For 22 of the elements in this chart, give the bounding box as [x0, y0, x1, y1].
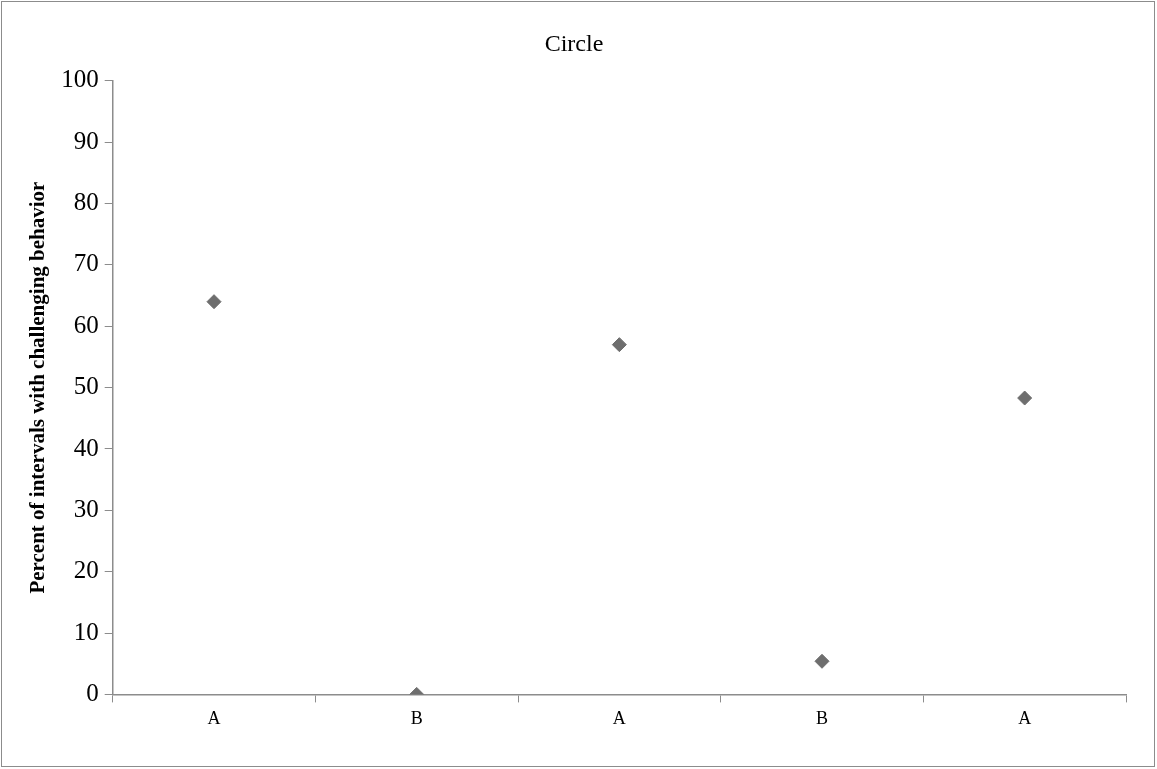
y-tick-label: 80: [73, 188, 99, 216]
y-axis-title: Percent of intervals with challenging behavior: [25, 181, 50, 594]
x-tick-label: A: [1018, 707, 1032, 728]
y-tick-label: 30: [73, 494, 99, 522]
y-tick-label: 0: [86, 678, 99, 706]
point: [611, 337, 627, 353]
y-tick-label: 50: [73, 372, 99, 400]
x-tick-label: B: [410, 707, 423, 728]
y-tick-label: 90: [73, 126, 99, 154]
y-tick-label: 40: [73, 433, 99, 461]
y-tick-label: 60: [73, 310, 99, 338]
x-tick-label: A: [612, 707, 626, 728]
x-tick-label: B: [816, 707, 829, 728]
x-tick-label: A: [207, 707, 221, 728]
y-tick-label: 10: [73, 617, 99, 645]
y-tick-label: 70: [73, 249, 99, 277]
point: [206, 294, 222, 310]
y-tick-label: 100: [61, 65, 99, 93]
point: [814, 653, 830, 669]
point: [1017, 390, 1033, 406]
y-tick-label: 20: [73, 556, 99, 584]
chart-title: Circle: [544, 29, 604, 56]
